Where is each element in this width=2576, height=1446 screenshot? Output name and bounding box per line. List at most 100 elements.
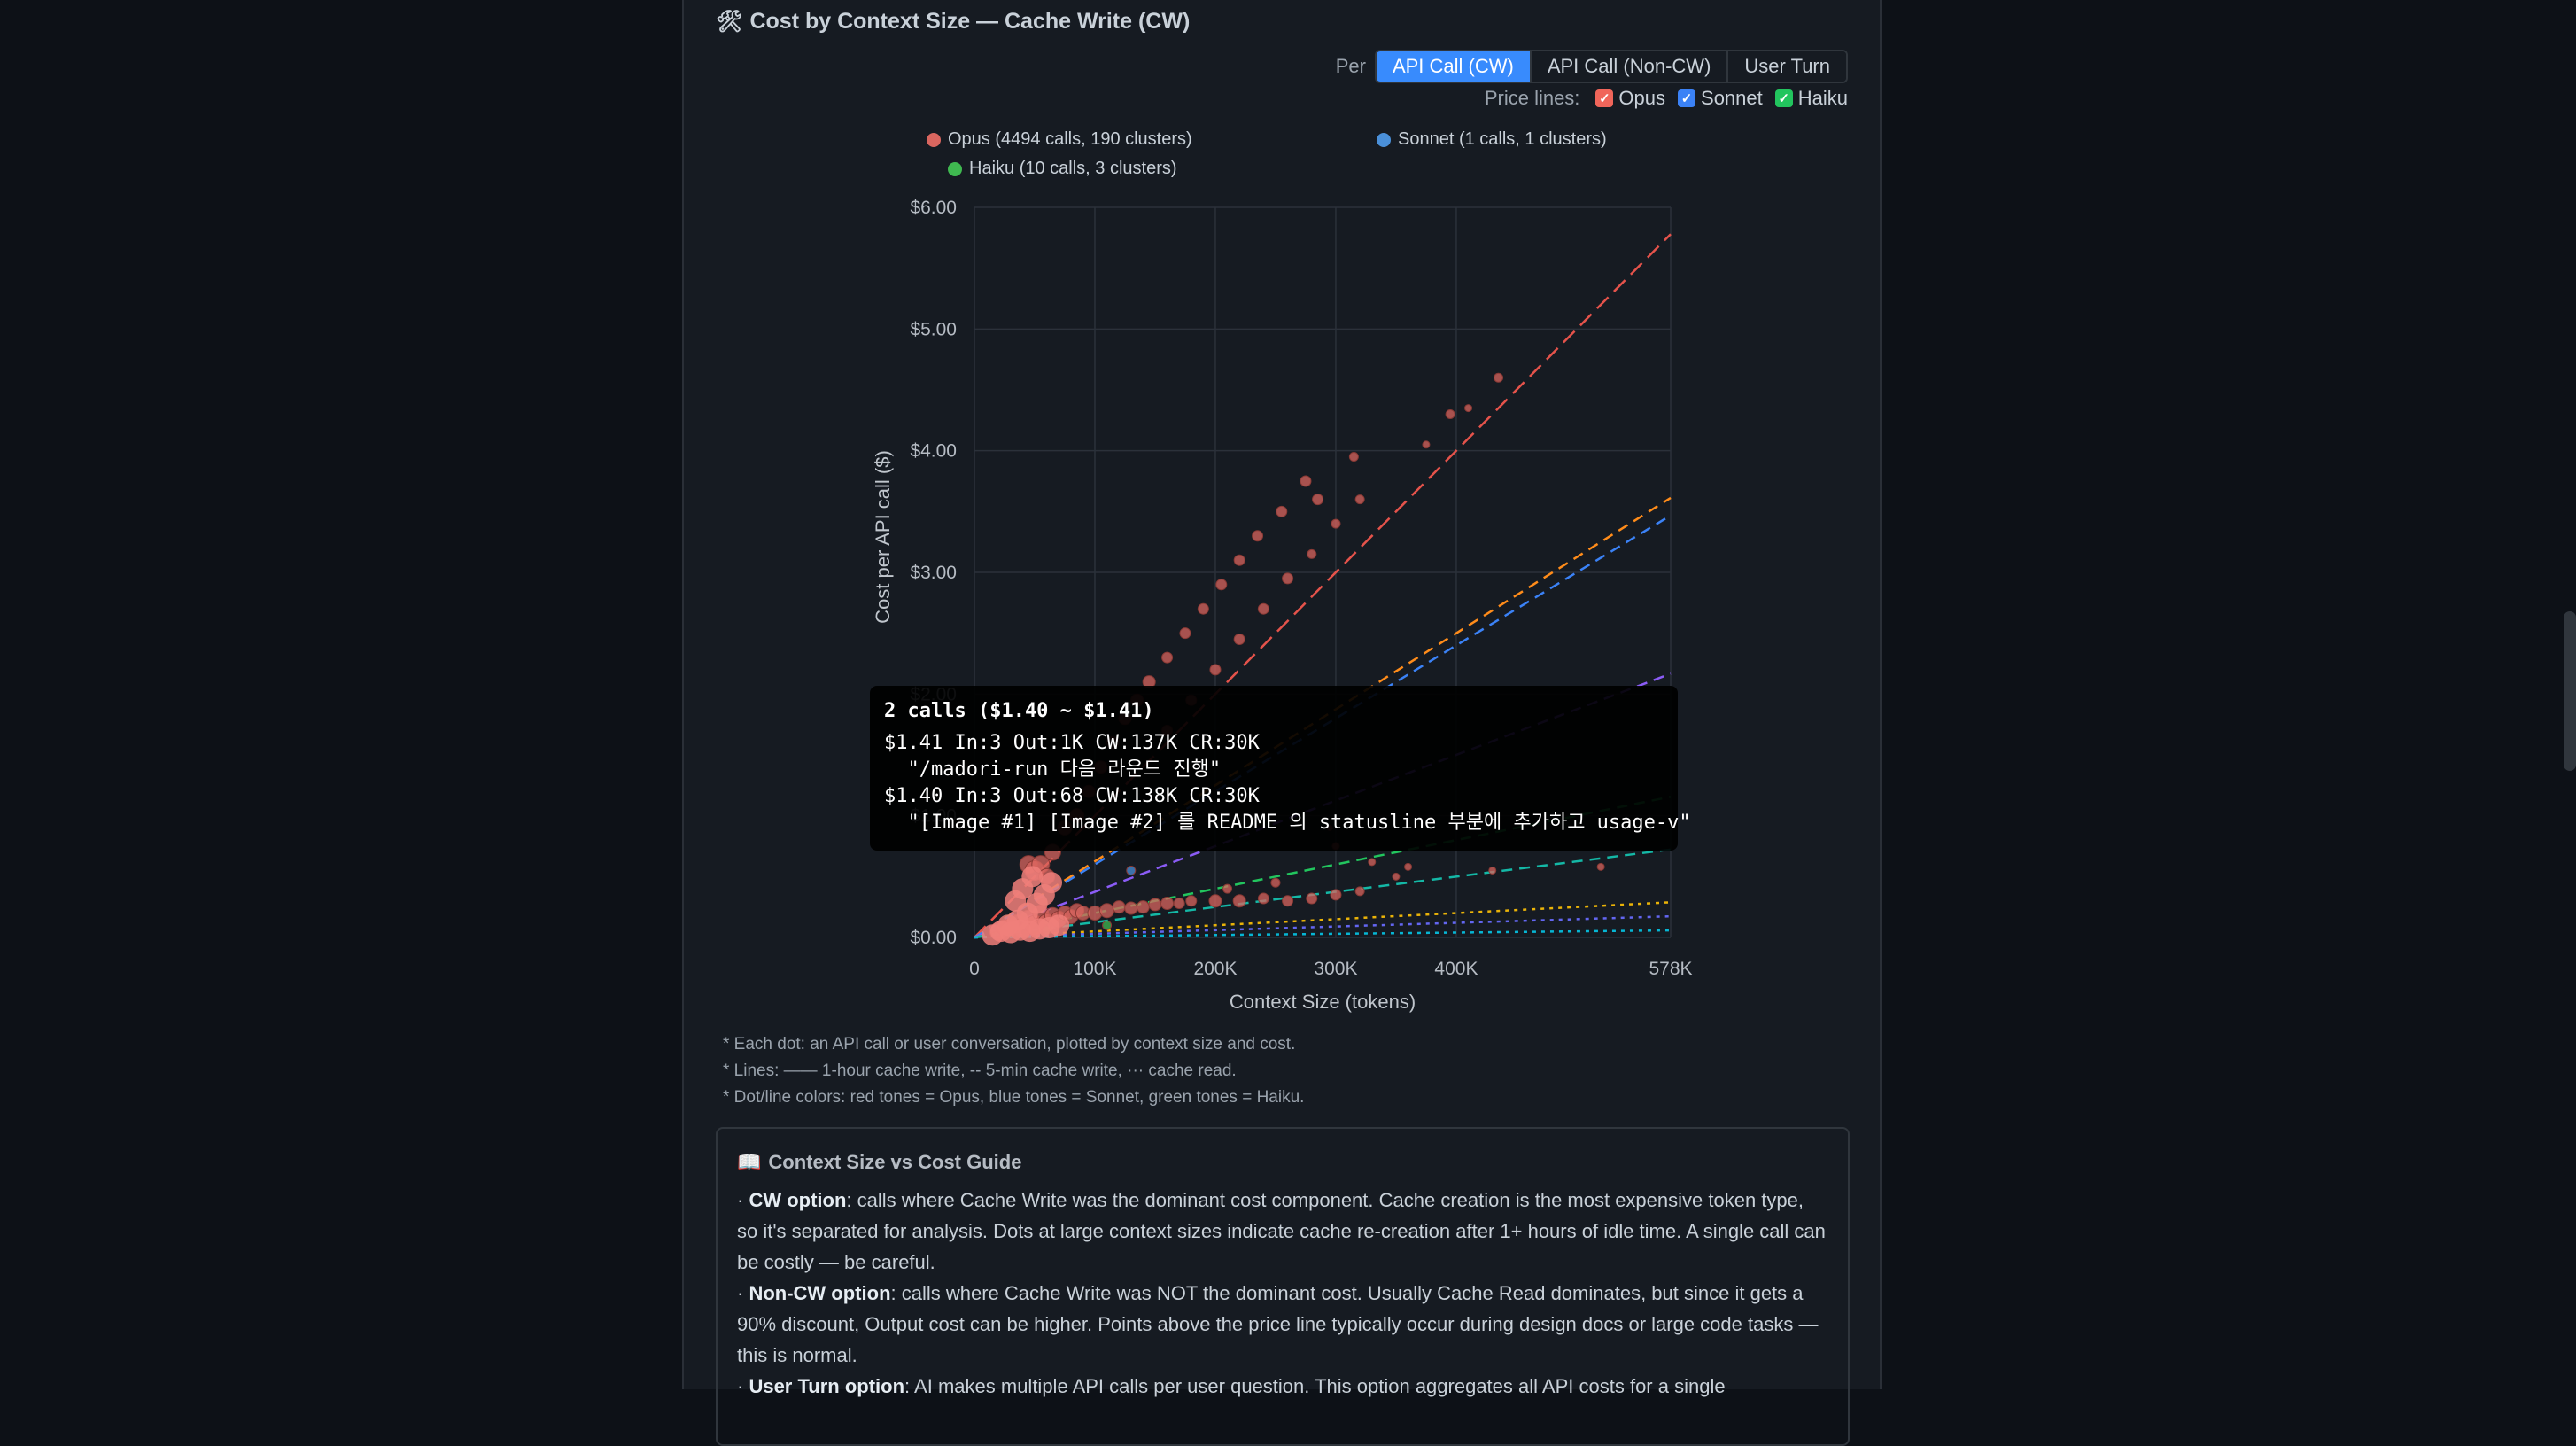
y-tick-label: $6.00 (910, 198, 957, 218)
tooltip-line-3: $1.40 In:3 Out:68 CW:138K CR:30K (884, 785, 1260, 807)
data-point (1124, 901, 1138, 915)
note-line: * Dot/line colors: red tones = Opus, blu… (723, 1088, 1305, 1107)
cost-guide-box: 📖 Context Size vs Cost Guide · CW option… (716, 1127, 1850, 1446)
data-point (1099, 903, 1115, 919)
guide-item-non-cw: · Non-CW option: calls where Cache Write… (737, 1282, 1819, 1366)
guide-title: 📖 Context Size vs Cost Guide (737, 1147, 1828, 1178)
legend-item-sonnet[interactable]: Sonnet (1 calls, 1 clusters) (1377, 129, 1607, 150)
per-option-user-turn[interactable]: User Turn (1726, 51, 1846, 82)
data-point (1257, 892, 1269, 905)
data-point (1282, 572, 1294, 585)
guide-term: CW option (749, 1189, 847, 1211)
data-point (1252, 530, 1264, 542)
data-point (1222, 883, 1233, 894)
per-option-api-call-cw[interactable]: API Call (CW) (1376, 51, 1530, 82)
guide-text: : calls where Cache Write was NOT the do… (737, 1282, 1819, 1366)
price-line-opus-toggle[interactable]: ✓ Opus (1595, 87, 1665, 110)
data-point (1596, 862, 1605, 871)
per-segmented-control: API Call (CW) API Call (Non-CW) User Tur… (1374, 50, 1848, 83)
data-point (1354, 494, 1365, 505)
page-scrollbar[interactable] (2564, 611, 2576, 771)
guide-title-text: Context Size vs Cost Guide (768, 1151, 1022, 1173)
data-point (1312, 494, 1324, 506)
y-tick-label: $5.00 (910, 319, 957, 339)
panel-title-text: Cost by Context Size — Cache Write (CW) (749, 9, 1191, 34)
data-point (1488, 866, 1497, 875)
checkbox-opus[interactable]: ✓ (1595, 89, 1614, 107)
data-point (1136, 900, 1150, 914)
x-tick-label: 400K (1434, 959, 1478, 979)
price-line-sonnet-toggle[interactable]: ✓ Sonnet (1678, 87, 1763, 110)
chart-notes: * Each dot: an API call or user conversa… (723, 1031, 1304, 1111)
data-point (1445, 408, 1455, 419)
tooltip-line-1: $1.41 In:3 Out:1K CW:137K CR:30K (884, 732, 1260, 754)
checkbox-sonnet[interactable]: ✓ (1678, 89, 1696, 107)
data-points (982, 372, 1605, 946)
tooltip-line-4: "[Image #1] [Image #2] 를 README 의 status… (884, 812, 1691, 834)
checkbox-haiku[interactable]: ✓ (1774, 89, 1793, 107)
data-point (1392, 872, 1401, 881)
guide-term: Non-CW option (749, 1282, 891, 1304)
data-point (1233, 634, 1245, 646)
legend-label-sonnet: Sonnet (1 calls, 1 clusters) (1398, 129, 1607, 149)
price-line (974, 514, 1672, 939)
data-point (1126, 865, 1137, 875)
data-point (1300, 475, 1312, 487)
data-point (1005, 890, 1027, 912)
scatter-chart[interactable]: $0.00$1.00$2.00$3.00$4.00$5.00$6.000100K… (684, 0, 1880, 1028)
data-point (1215, 579, 1228, 591)
data-point (1233, 554, 1245, 566)
book-icon: 📖 (737, 1151, 762, 1173)
data-point (1041, 872, 1063, 894)
legend-item-haiku[interactable]: Haiku (10 calls, 3 clusters) (948, 159, 1177, 179)
legend-label-haiku: Haiku (10 calls, 3 clusters) (969, 159, 1177, 178)
guide-term: User Turn option (749, 1375, 905, 1397)
data-point (1208, 894, 1222, 908)
tooltip-line-2: "/madori-run 다음 라운드 진행" (884, 758, 1222, 781)
price-line (974, 929, 1672, 939)
per-label: Per (1335, 55, 1366, 77)
data-point (1307, 548, 1317, 559)
cost-by-context-panel: 🛠 Cost by Context Size — Cache Write (CW… (682, 0, 1882, 1446)
chart-tooltip: 2 calls ($1.40 ~ $1.41) $1.41 In:3 Out:1K… (870, 686, 1691, 851)
per-option-api-call-non-cw[interactable]: API Call (Non-CW) (1529, 51, 1727, 82)
panel-title: 🛠 Cost by Context Size — Cache Write (CW… (716, 9, 1190, 35)
tooltip-title: 2 calls ($1.40 ~ $1.41) (884, 700, 1154, 722)
data-point (1048, 914, 1070, 937)
axis-ticks: $0.00$1.00$2.00$3.00$4.00$5.00$6.000100K… (910, 198, 1692, 979)
y-tick-label: $4.00 (910, 441, 957, 462)
x-tick-label: 300K (1314, 959, 1357, 979)
chart-legend: Opus (4494 calls, 190 clusters) Sonnet (… (684, 129, 1880, 191)
data-point (1197, 602, 1209, 615)
chart-icon: 🛠 (716, 10, 743, 34)
data-point (1257, 602, 1269, 615)
y-tick-label: $0.00 (910, 928, 957, 948)
data-point (1209, 664, 1222, 676)
price-line-haiku-toggle[interactable]: ✓ Haiku (1774, 87, 1848, 110)
legend-label-opus: Opus (4494 calls, 190 clusters) (948, 129, 1192, 149)
price-line (974, 914, 1672, 939)
data-point (1404, 862, 1413, 871)
legend-dot-haiku (948, 161, 962, 176)
x-tick-label: 578K (1649, 959, 1692, 979)
note-line: * Each dot: an API call or user conversa… (723, 1035, 1296, 1053)
guide-text: : calls where Cache Write was the domina… (737, 1189, 1826, 1273)
data-point (1354, 886, 1365, 897)
data-point (1112, 900, 1126, 914)
note-line: * Lines: —— 1-hour cache write, -- 5-min… (723, 1061, 1237, 1080)
x-axis-title: Context Size (tokens) (1230, 991, 1416, 1013)
data-point (1148, 898, 1162, 912)
y-tick-label: $3.00 (910, 563, 957, 583)
legend-dot-sonnet (1377, 132, 1391, 147)
price-line-haiku-label: Haiku (1797, 87, 1848, 109)
price-lines-label: Price lines: (1484, 87, 1580, 109)
price-lines-toggles: Price lines: ✓ Opus ✓ Sonnet ✓ Haiku (1485, 87, 1848, 110)
price-line (974, 848, 1672, 939)
legend-item-opus[interactable]: Opus (4494 calls, 190 clusters) (927, 129, 1192, 150)
data-point (1306, 892, 1318, 905)
y-axis-title: Cost per API call ($) (872, 450, 894, 624)
data-point (1494, 372, 1504, 383)
guide-item-cw: · CW option: calls where Cache Write was… (737, 1189, 1826, 1273)
legend-dot-opus (927, 132, 941, 147)
per-selector: Per API Call (CW) API Call (Non-CW) User… (1336, 50, 1848, 83)
